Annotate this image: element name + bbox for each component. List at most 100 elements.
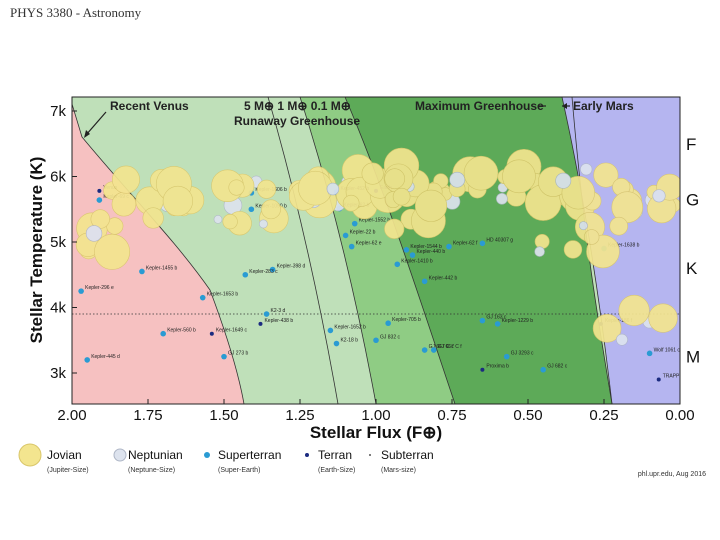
planet-label: GJ 667 C f — [438, 344, 463, 350]
planet-marker: Kepler-1229 b — [494, 318, 533, 327]
neptunian-planet-bubble — [534, 246, 545, 257]
boundary-5-earth-mass — [267, 97, 339, 404]
spectral-class-label: K — [686, 259, 698, 278]
planet-marker: Kepler-1552 b — [351, 218, 390, 227]
legend-sublabel: (Neptune-Size) — [128, 467, 175, 474]
legend-swatch — [305, 453, 309, 457]
max-greenhouse-label: Maximum Greenhouse — [415, 99, 544, 113]
legend-swatch — [204, 452, 210, 458]
planet-dot — [394, 261, 401, 268]
planet-label: Kepler-1653 b — [207, 292, 239, 298]
planet-label: Kepler-440 b — [416, 249, 445, 255]
planet-dot — [199, 294, 206, 301]
neptunian-planet-bubble — [258, 219, 268, 229]
jovian-planet-bubble — [648, 303, 678, 333]
spectral-class-label: F — [686, 135, 696, 154]
planet-dot — [446, 243, 452, 250]
planet-marker: GJ 163 c — [479, 315, 507, 324]
planet-label: GJ 3293 c — [511, 351, 534, 357]
planet-marker: Kepler-442 b — [421, 275, 457, 285]
neptunian-planet-bubble — [580, 163, 593, 176]
jovian-planet-bubble — [162, 185, 194, 217]
recent-venus-arrowhead — [84, 130, 90, 138]
y-tick-label: 3k — [50, 365, 66, 382]
planet-dot — [385, 320, 391, 327]
neptunian-planet-bubble — [213, 215, 223, 224]
planet-label: Kepler-22 b — [350, 229, 376, 235]
planet-marker: Wolf 1061 c — [646, 347, 680, 357]
legend-label: Jovian — [47, 448, 82, 462]
x-axis-ticks: 2.00 1.75 1.50 1.25 1.00 0.75 0.50 0.25 0.00 — [57, 399, 695, 424]
legend: Jovian (Jupiter-Size) Neptunian (Neptune-Si… — [18, 443, 434, 474]
x-tick-label: 2.00 — [57, 407, 86, 424]
planet-marker: GJ 3293 c — [503, 351, 534, 360]
planet-dot — [348, 243, 355, 250]
planet-dot — [78, 288, 84, 294]
planet-marker: Kepler-440 b — [409, 249, 445, 258]
y-axis-label: Stellar Temperature (K) — [27, 157, 46, 344]
jovian-planet-bubble — [361, 162, 384, 185]
planet-marker: HD 40307 g — [479, 237, 513, 247]
planet-dot — [263, 311, 270, 317]
runaway-masses-label: 5 M⊕ 1 M⊕ 0.1 M⊕ — [244, 99, 351, 113]
neptunian-planet-bubble — [578, 221, 588, 231]
planet-dot — [479, 317, 486, 324]
legend-swatch — [18, 443, 42, 467]
neptunian-planet-bubble — [85, 225, 103, 242]
x-tick-label: 1.00 — [361, 407, 390, 424]
planet-dot — [248, 206, 255, 213]
planet-marker: Kepler-445 d — [84, 354, 120, 363]
x-tick-label: 0.25 — [589, 407, 618, 424]
planet-label: K2-18 b — [340, 338, 358, 344]
jovian-planet-bubble — [593, 162, 619, 188]
planet-dot — [409, 252, 416, 258]
jovian-planet-bubble — [228, 179, 245, 196]
planet-dot — [258, 321, 263, 326]
planet-marker: Kepler-398 d — [269, 264, 305, 273]
jovian-planet-bubble — [222, 214, 238, 230]
planet-label: Kepler-62 f — [453, 241, 478, 247]
planet-label: Proxima b — [486, 364, 509, 370]
planet-marker: K2-18 b — [333, 338, 358, 347]
planet-label: Kepler-283 c — [249, 269, 278, 275]
jovian-planet-bubble — [392, 187, 411, 206]
planet-dot — [97, 188, 102, 193]
planet-label: Kepler-1652 b — [334, 324, 366, 330]
y-tick-label: 7k — [50, 103, 66, 120]
planet-dot — [269, 266, 276, 273]
y-tick-label: 5k — [50, 234, 66, 251]
runaway-greenhouse-band — [300, 97, 455, 404]
legend-label: Subterran — [381, 448, 434, 462]
spectral-class-label: M — [686, 348, 700, 367]
jovian-planet-bubble — [142, 207, 164, 229]
legend-sublabel: (Mars-size) — [381, 467, 416, 474]
planet-marker: Kepler-62 f — [446, 241, 478, 250]
planet-marker: Kepler-438 b — [258, 318, 293, 326]
early-mars-label: Early Mars — [573, 99, 634, 113]
max-greenhouse-boundary — [571, 97, 613, 404]
jovian-bubbles — [75, 147, 680, 346]
x-axis-label: Stellar Flux (F⊕) — [310, 423, 442, 442]
jovian-planet-bubble — [583, 229, 600, 245]
jovian-planet-bubble — [463, 155, 499, 191]
planet-dot — [430, 347, 437, 353]
x-tick-label: 0.50 — [513, 407, 542, 424]
planet-dot — [221, 353, 227, 360]
planet-label: GJ 163 c — [486, 315, 507, 321]
jovian-planet-bubble — [261, 199, 281, 220]
jovian-planet-bubble — [257, 179, 277, 199]
planet-label: Kepler-62 e — [356, 241, 382, 247]
jovian-planet-bubble — [563, 240, 583, 259]
legend-item: Subterran (Mars-size) — [369, 448, 434, 474]
planet-marker: GJ 667 C f — [430, 344, 463, 353]
jovian-planet-bubble — [534, 234, 550, 249]
credit: phl.upr.edu, Aug 2016 — [638, 471, 706, 478]
planet-marker: Kepler-283 c — [242, 269, 278, 278]
boundary-1-earth-mass — [299, 97, 377, 404]
jovian-planet-bubble — [111, 191, 137, 217]
planet-marker: GJ 273 b — [221, 351, 249, 360]
neptunian-planet-bubble — [652, 189, 666, 203]
neptunian-planet-bubble — [496, 192, 508, 205]
planet-label: Kepler-438 b — [264, 318, 293, 324]
planet-label: Kepler-1638 b — [608, 243, 640, 249]
